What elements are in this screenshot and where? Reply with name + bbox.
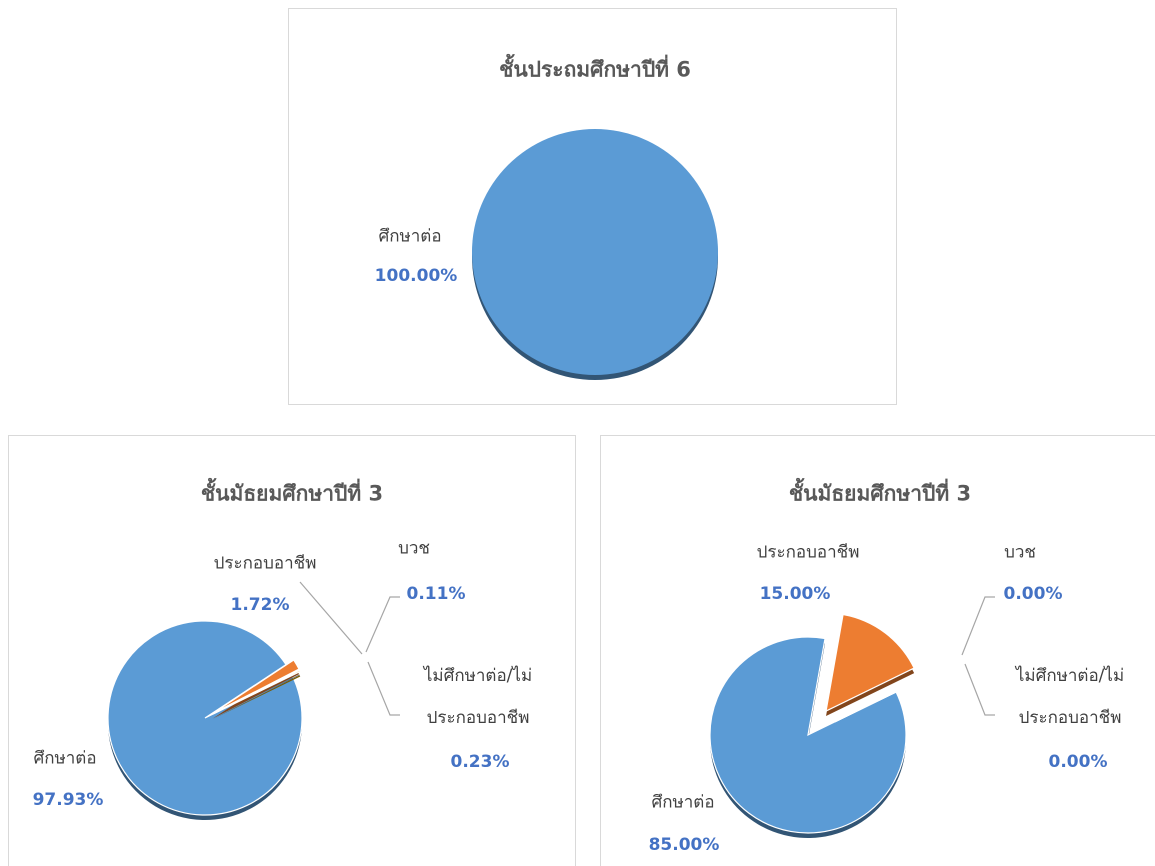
chart-title: ชั้นประถมศึกษาปีที่ 6	[499, 57, 691, 82]
leader-line	[961, 596, 995, 656]
category-label: ไม่ศึกษาต่อ/ไม่ประกอบอาชีพ	[423, 666, 533, 728]
category-label: บวช	[398, 538, 430, 559]
leader-line	[299, 581, 363, 655]
value-label: 0.00%	[1003, 584, 1063, 604]
value-label: 0.11%	[406, 584, 466, 604]
slice	[709, 636, 907, 834]
category-label: บวช	[1004, 542, 1036, 563]
category-label: ประกอบอาชีพ	[213, 553, 317, 574]
category-label: ประกอบอาชีพ	[756, 542, 860, 563]
value-label: 1.72%	[230, 595, 290, 615]
category-label: ศึกษาต่อ	[33, 748, 97, 769]
value-label: 0.23%	[450, 752, 510, 772]
leader-line	[964, 663, 995, 716]
category-label: ศึกษาต่อ	[378, 226, 442, 247]
slice-side	[213, 675, 301, 719]
slice	[472, 129, 718, 375]
category-label: ไม่ศึกษาต่อ/ไม่ประกอบอาชีพ	[1015, 666, 1125, 728]
value-label: 100.00%	[374, 266, 458, 286]
slice-side	[213, 674, 300, 719]
value-label: 15.00%	[759, 584, 831, 604]
value-label: 97.93%	[32, 790, 104, 810]
chart-frame	[8, 435, 576, 866]
leader-line	[365, 596, 400, 653]
slice	[107, 620, 303, 816]
leader-line	[367, 661, 400, 716]
chart-title: ชั้นมัธยมศึกษาปีที่ 3	[788, 481, 972, 506]
slice	[212, 669, 302, 715]
category-label: ศึกษาต่อ	[651, 792, 715, 813]
chart-title: ชั้นมัธยมศึกษาปีที่ 3	[200, 481, 384, 506]
value-label: 0.00%	[1048, 752, 1108, 772]
leader-lines	[299, 581, 995, 716]
slice	[825, 613, 915, 713]
value-label: 85.00%	[648, 835, 720, 855]
